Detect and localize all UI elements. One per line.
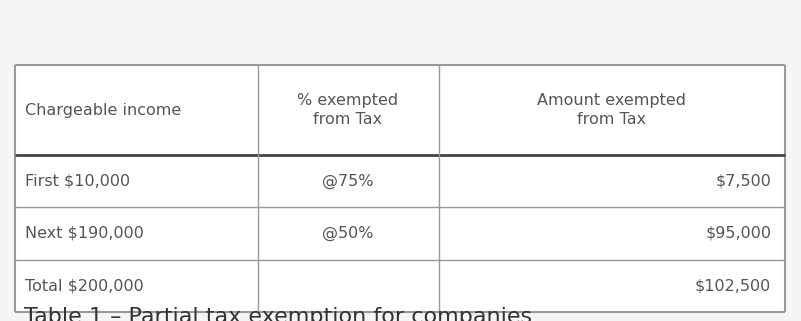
Text: Chargeable income: Chargeable income: [25, 102, 181, 117]
Text: Total $200,000: Total $200,000: [25, 278, 143, 293]
Text: Table 1 – Partial tax exemption for companies: Table 1 – Partial tax exemption for comp…: [24, 307, 532, 321]
Text: @50%: @50%: [322, 226, 374, 241]
Text: $102,500: $102,500: [695, 278, 771, 293]
Text: $95,000: $95,000: [705, 226, 771, 241]
Text: Next $190,000: Next $190,000: [25, 226, 143, 241]
Text: $7,500: $7,500: [715, 174, 771, 189]
Bar: [15, 65, 785, 312]
Text: Amount exempted
from Tax: Amount exempted from Tax: [537, 92, 686, 127]
Text: First $10,000: First $10,000: [25, 174, 130, 189]
Text: % exempted
from Tax: % exempted from Tax: [297, 92, 399, 127]
Text: @75%: @75%: [322, 174, 374, 189]
